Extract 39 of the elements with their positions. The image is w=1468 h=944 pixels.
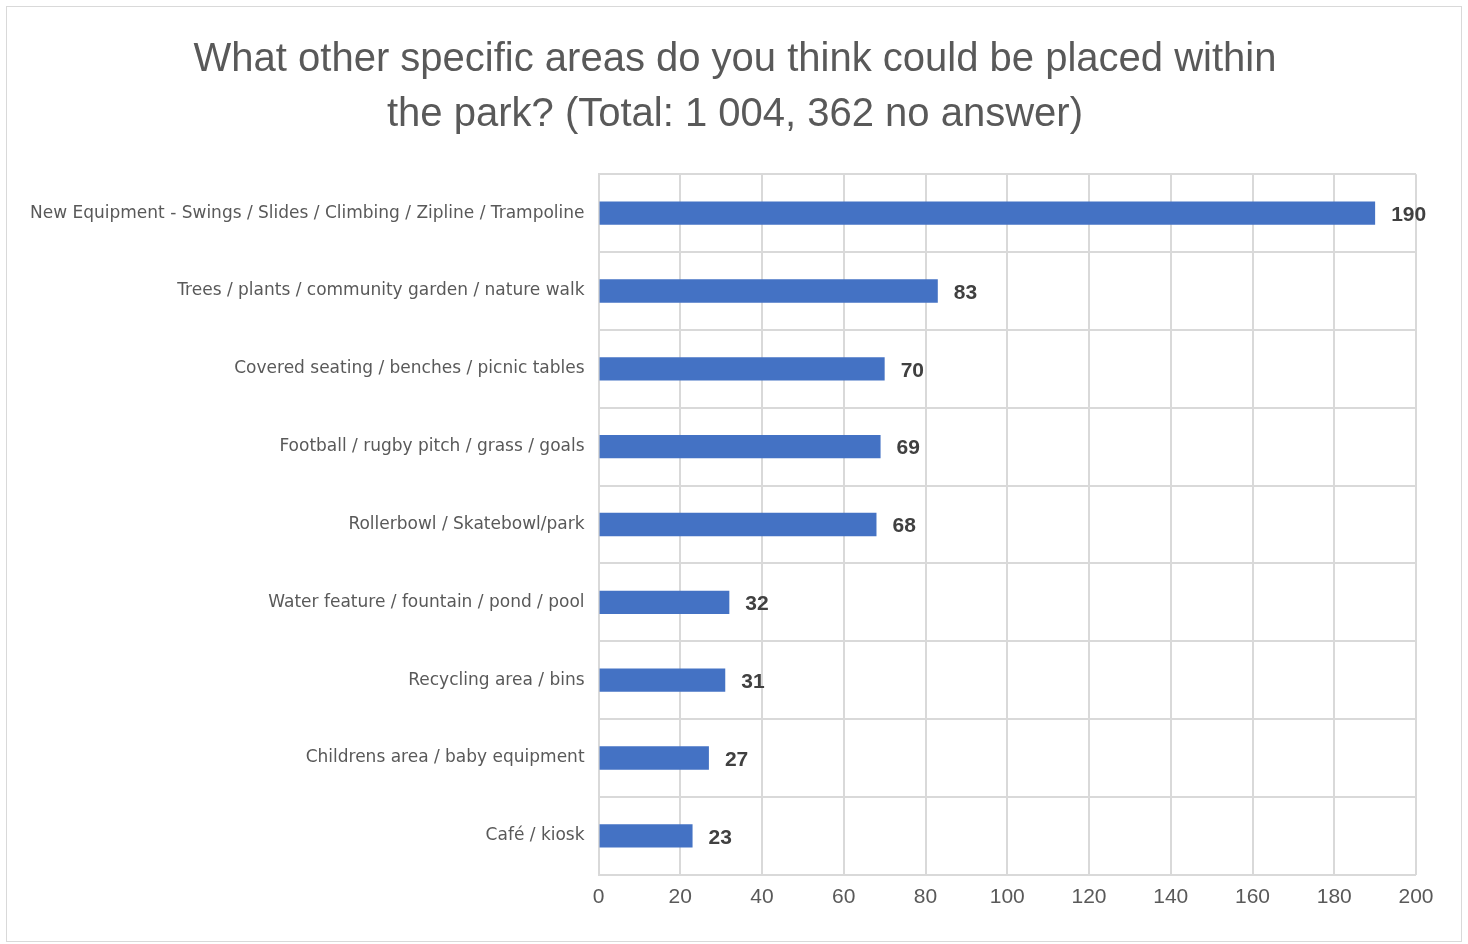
bar (599, 668, 726, 692)
data-label: 23 (708, 824, 732, 848)
x-tick-label: 160 (1234, 884, 1271, 908)
x-tick-label: 120 (1071, 884, 1107, 908)
data-label: 83 (953, 279, 978, 303)
bar (599, 512, 877, 537)
bar (599, 746, 709, 770)
x-tick-label: 80 (913, 884, 938, 908)
x-tick-label: 200 (1398, 884, 1434, 908)
y-tick-label: Trees / plants / community garden / nature walk (176, 279, 585, 300)
x-tick-label: 180 (1316, 884, 1352, 908)
x-tick-label: 0 (592, 884, 605, 908)
bar (599, 824, 693, 848)
data-label: 70 (900, 357, 925, 381)
y-tick-label: Café / kiosk (485, 824, 585, 845)
data-label: 190 (1391, 201, 1427, 225)
bar (599, 201, 1376, 225)
y-tick-label: Covered seating / benches / picnic tables (234, 357, 585, 378)
x-tick-label: 100 (989, 884, 1025, 908)
x-tick-label: 20 (668, 884, 692, 908)
x-tick-label: 140 (1153, 884, 1189, 908)
y-tick-label: Recycling area / bins (408, 668, 585, 689)
y-tick-label: Water feature / fountain / pond / pool (268, 590, 585, 611)
y-tick-label: New Equipment - Swings / Slides / Climbing / Zipline / Trampoline (29, 201, 585, 222)
bar (599, 590, 730, 615)
data-label: 32 (745, 591, 769, 615)
y-tick-label: Football / rugby pitch / grass / goals (279, 435, 585, 456)
data-label: 27 (724, 746, 749, 770)
data-label: 68 (892, 513, 917, 537)
bar (599, 279, 938, 303)
y-tick-label: Childrens area / baby equipment (305, 746, 585, 767)
x-tick-label: 60 (832, 884, 856, 908)
chart-title: What other specific areas do you think could be placed within the park? (Total: 1 004, 362 no answer) (192, 34, 1278, 136)
bar (599, 434, 881, 459)
x-tick-label: 40 (750, 884, 774, 908)
bar (599, 357, 885, 381)
data-label: 69 (896, 435, 920, 459)
y-tick-label: Rollerbowl / Skatebowl/park (348, 512, 585, 533)
data-label: 31 (741, 668, 765, 692)
